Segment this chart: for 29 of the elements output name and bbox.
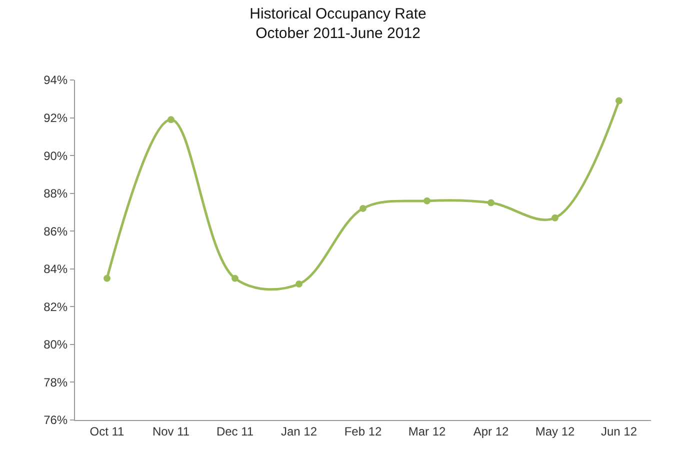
y-tick-label: 92% (44, 110, 68, 125)
x-tick-label: Jan 12 (280, 424, 318, 438)
y-tick-label: 78% (44, 375, 68, 390)
point (104, 274, 110, 282)
x-tick-label: Apr 12 (473, 424, 509, 438)
point (168, 116, 174, 124)
y-tick-label: 82% (44, 300, 68, 314)
y-tick-label: 84% (44, 262, 68, 276)
point (296, 280, 302, 288)
point (424, 197, 430, 204)
point (360, 204, 366, 212)
point (552, 214, 558, 222)
x-tick-label: Mar 12 (408, 424, 446, 438)
point (232, 274, 238, 282)
chart-title: Historical Occupancy Rate October 2011-June 2012 (250, 6, 426, 42)
x-tick-label: Nov 11 (152, 424, 190, 438)
x-tick-label: Dec 11 (216, 424, 254, 438)
y-tick-label: 80% (44, 338, 68, 352)
y-tick-label: 90% (44, 148, 68, 163)
y-tick-label: 94% (44, 73, 68, 88)
x-tick-label: Jun 12 (600, 424, 638, 438)
x-tick-label: Oct 11 (90, 424, 125, 438)
point (488, 199, 494, 206)
y-tick-label: 86% (44, 224, 68, 238)
x-tick-label: May 12 (535, 424, 575, 438)
y-tick-label: 76% (44, 413, 68, 428)
y-tick-label: 88% (44, 186, 68, 201)
point (616, 97, 622, 104)
x-tick-label: Feb 12 (344, 424, 382, 438)
